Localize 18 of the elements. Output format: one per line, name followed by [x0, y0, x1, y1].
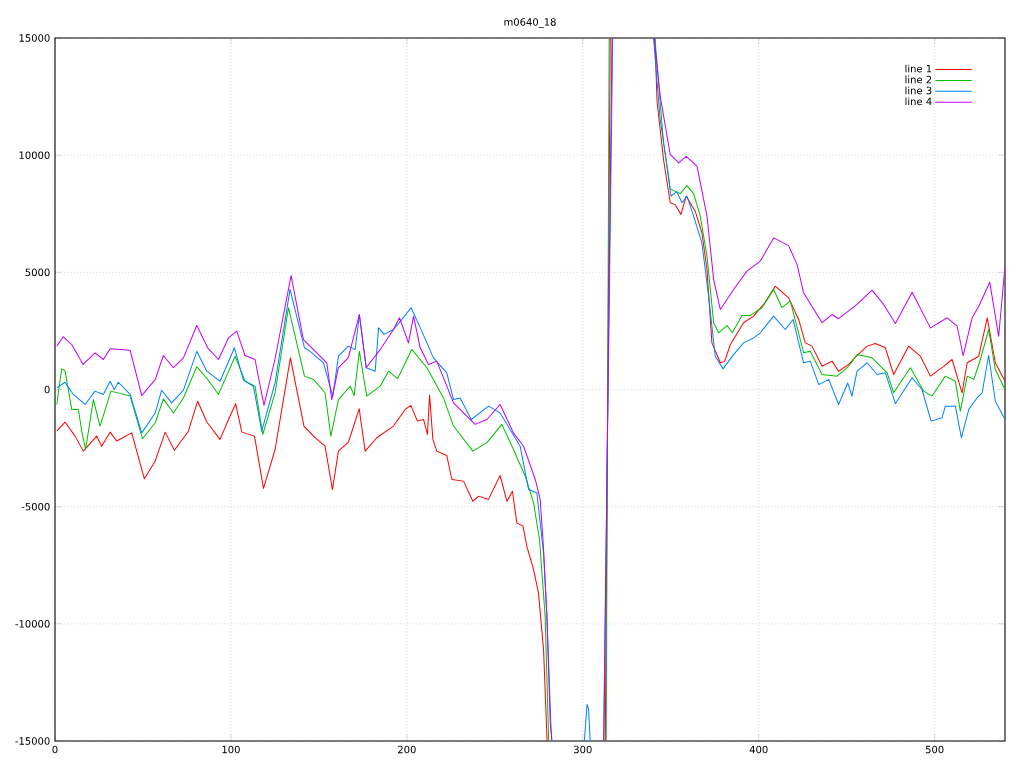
y-tick-label: -5000 — [21, 502, 50, 511]
y-tick-label: 0 — [44, 385, 50, 394]
legend-label: line 2 — [905, 75, 932, 84]
x-tick-label: 300 — [573, 745, 592, 754]
x-tick-label: 500 — [925, 745, 944, 754]
legend-label: line 3 — [905, 86, 932, 95]
y-tick-label: -15000 — [15, 737, 50, 745]
y-tick-label: 5000 — [25, 268, 50, 277]
y-tick-label: -10000 — [15, 620, 50, 628]
y-tick-label: 15000 — [19, 34, 50, 42]
x-tick-label: 100 — [222, 745, 240, 754]
legend-label: line 4 — [905, 97, 932, 106]
x-tick-label: 400 — [749, 745, 768, 754]
legend-label: line 1 — [905, 64, 932, 73]
y-tick-label: 10000 — [19, 151, 50, 159]
x-tick-label: 200 — [398, 745, 416, 754]
x-tick-label: 0 — [52, 745, 58, 754]
chart-title: m0640_18 — [504, 18, 556, 28]
